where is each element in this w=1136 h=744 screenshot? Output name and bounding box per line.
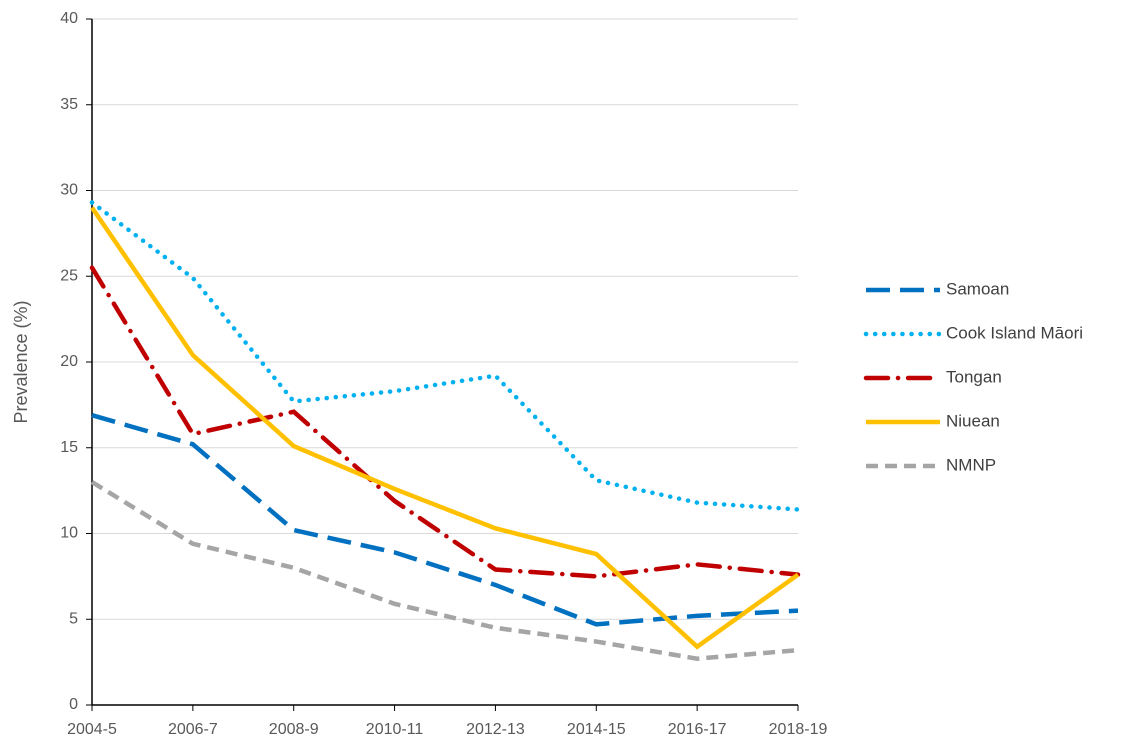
y-tick-label: 10 xyxy=(60,525,78,542)
x-tick-label: 2016-17 xyxy=(668,721,727,738)
y-tick-label: 15 xyxy=(60,439,78,456)
y-tick-label: 40 xyxy=(60,10,78,27)
x-tick-label: 2014-15 xyxy=(567,721,626,738)
x-tick-label: 2004-5 xyxy=(67,721,117,738)
y-tick-label: 35 xyxy=(60,96,78,113)
legend-label: NMNP xyxy=(946,455,996,474)
legend-label: Tongan xyxy=(946,367,1002,386)
y-tick-label: 25 xyxy=(60,267,78,284)
y-axis-label: Prevalence (%) xyxy=(11,300,31,423)
y-tick-label: 30 xyxy=(60,182,78,199)
legend-label: Samoan xyxy=(946,279,1009,298)
x-tick-label: 2012-13 xyxy=(466,721,525,738)
x-tick-label: 2008-9 xyxy=(269,721,319,738)
x-tick-label: 2006-7 xyxy=(168,721,218,738)
series-line xyxy=(90,480,799,661)
x-tick-label: 2010-11 xyxy=(366,721,424,738)
y-tick-label: 5 xyxy=(69,610,78,627)
series-line xyxy=(89,200,801,512)
series-line xyxy=(89,265,801,579)
legend-label: Cook Island Māori xyxy=(946,323,1083,342)
series-line xyxy=(91,413,799,627)
y-tick-label: 0 xyxy=(69,696,78,713)
legend-label: Niuean xyxy=(946,411,1000,430)
y-tick-label: 20 xyxy=(60,353,78,370)
series-line xyxy=(90,206,800,650)
x-tick-label: 2018-19 xyxy=(769,721,828,738)
